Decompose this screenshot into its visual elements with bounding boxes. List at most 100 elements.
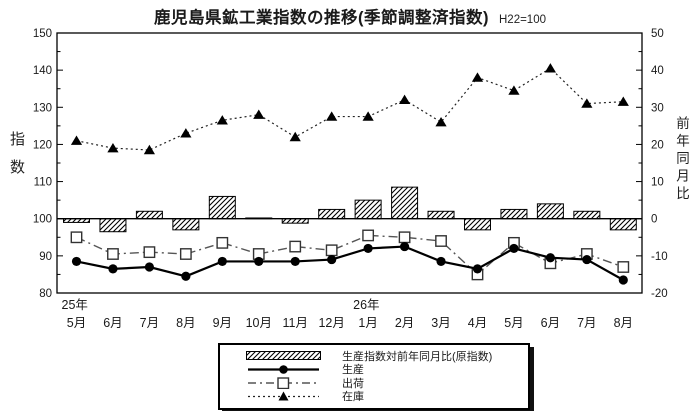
x-month-label: 2月 — [395, 316, 414, 330]
x-month-label: 6月 — [541, 316, 560, 330]
x-month-label: 7月 — [140, 316, 159, 330]
bar-yoy — [172, 218, 200, 231]
shipment-line-swatch — [246, 377, 342, 389]
bar-yoy — [573, 210, 601, 220]
left-axis-tick-label: 90 — [39, 251, 52, 263]
marker-open-square — [70, 231, 83, 244]
legend-item-shipment: 出荷 — [246, 376, 528, 390]
right-axis-tick-label: 50 — [651, 28, 664, 40]
marker-filled-triangle — [180, 128, 192, 138]
x-month-label: 3月 — [431, 316, 450, 330]
right-axis-tick-label: 20 — [651, 139, 664, 151]
marker-filled-triangle — [362, 111, 374, 121]
marker-filled-circle — [509, 243, 519, 254]
marker-filled-circle — [181, 271, 191, 281]
x-month-label: 8月 — [176, 316, 195, 330]
bar-yoy — [99, 218, 127, 233]
bar-yoy — [463, 218, 491, 231]
marker-open-square — [325, 244, 338, 257]
legend-label-inventory: 在庫 — [342, 391, 364, 404]
left-axis-tick-label: 120 — [33, 139, 52, 151]
bar-yoy — [281, 218, 309, 224]
series-line-solid — [76, 245, 624, 281]
marker-filled-circle — [363, 243, 373, 254]
marker-filled-triangle — [143, 144, 156, 155]
marker-filled-triangle — [70, 135, 83, 145]
marker-filled-circle — [545, 253, 555, 263]
marker-filled-circle — [108, 264, 118, 274]
legend-item-production: 生産 — [246, 363, 528, 376]
x-month-label: 10月 — [246, 316, 272, 330]
x-month-label: 7月 — [577, 316, 596, 330]
x-month-label: 1月 — [358, 316, 377, 330]
marker-filled-circle — [71, 256, 82, 267]
legend-label-shipment: 出荷 — [342, 377, 364, 390]
marker-filled-circle — [217, 256, 227, 267]
x-month-label: 9月 — [213, 316, 232, 330]
bar-yoy — [208, 195, 236, 220]
marker-open-square — [362, 229, 375, 242]
left-axis-tick-label: 130 — [33, 102, 52, 114]
right-axis-tick-label: -20 — [651, 288, 668, 300]
x-month-label: 11月 — [282, 316, 307, 330]
x-month-label: 4月 — [468, 316, 487, 330]
right-axis-tick-label: 40 — [651, 65, 664, 77]
marker-open-square — [143, 246, 156, 259]
marker-open-square — [289, 240, 302, 253]
left-axis-tick-label: 140 — [33, 65, 52, 77]
left-axis-title: 指数 — [8, 131, 25, 187]
hatch-bar-swatch — [246, 350, 342, 361]
bar-yoy — [609, 218, 637, 231]
marker-filled-triangle — [435, 116, 447, 127]
legend-label-bar: 生産指数対前年同月比(原指数) — [342, 350, 493, 363]
bar-yoy — [536, 203, 564, 220]
bar-yoy — [354, 199, 382, 220]
right-axis-tick-label: -10 — [651, 251, 668, 263]
inventory-line-swatch — [246, 391, 342, 402]
chart-title: 鹿児島県鉱工業指数の推移(季節調整済指数) — [154, 9, 489, 27]
x-month-label: 5月 — [67, 316, 86, 330]
legend-item-inventory: 在庫 — [246, 390, 528, 404]
marker-filled-triangle — [289, 131, 301, 142]
x-month-label: 6月 — [103, 316, 122, 330]
marker-open-square — [216, 236, 229, 249]
left-axis-tick-label: 110 — [34, 177, 52, 189]
right-axis-tick-label: 30 — [651, 102, 664, 114]
title-row: 鹿児島県鉱工業指数の推移(季節調整済指数) H22=100 — [0, 4, 700, 28]
marker-open-square — [179, 248, 192, 260]
marker-filled-circle — [327, 254, 337, 265]
right-axis-tick-label: 10 — [651, 177, 664, 189]
x-month-label: 8月 — [614, 316, 633, 330]
bar-yoy — [500, 208, 528, 220]
marker-open-square — [617, 261, 630, 273]
marker-filled-triangle — [471, 72, 484, 82]
x-month-label: 12月 — [318, 316, 344, 330]
marker-filled-triangle — [326, 111, 338, 121]
marker-filled-circle — [290, 256, 300, 267]
marker-filled-triangle — [508, 85, 520, 95]
bar-yoy — [391, 186, 419, 220]
legend-item-bar: 生産指数対前年同月比(原指数) — [246, 349, 528, 363]
bar-yoy — [318, 208, 346, 220]
marker-filled-circle — [618, 275, 628, 285]
marker-filled-triangle — [544, 63, 556, 73]
marker-filled-triangle — [216, 115, 228, 125]
left-axis-tick-label: 150 — [33, 28, 52, 40]
bar-yoy — [245, 217, 273, 220]
x-year-label: 26年 — [353, 298, 379, 312]
marker-open-square — [435, 235, 447, 247]
marker-filled-triangle — [253, 109, 265, 119]
right-axis-title: 前年同月比 — [674, 116, 689, 204]
series-line-dotted — [76, 67, 624, 151]
marker-open-square — [398, 231, 411, 244]
marker-filled-triangle — [107, 142, 119, 153]
marker-filled-circle — [436, 256, 446, 267]
left-axis-tick-label: 80 — [39, 288, 52, 300]
marker-filled-circle — [472, 264, 483, 274]
left-axis-tick-label: 100 — [33, 214, 52, 226]
production-line-swatch — [246, 364, 342, 375]
marker-filled-triangle — [581, 98, 593, 108]
marker-filled-circle — [254, 256, 264, 267]
marker-filled-triangle — [617, 96, 629, 106]
